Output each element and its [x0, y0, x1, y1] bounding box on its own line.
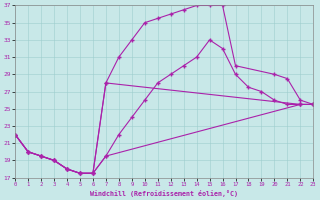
X-axis label: Windchill (Refroidissement éolien,°C): Windchill (Refroidissement éolien,°C)	[90, 190, 238, 197]
